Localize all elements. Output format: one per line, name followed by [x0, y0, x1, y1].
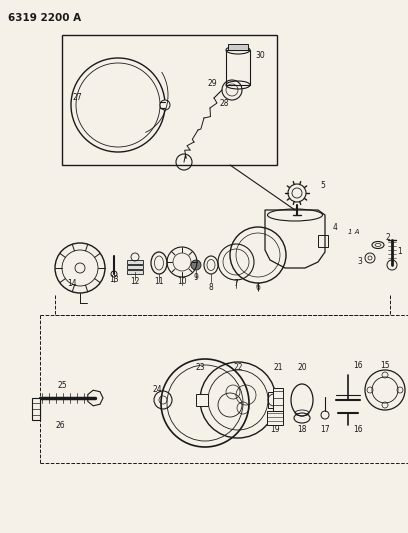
Text: 16: 16: [353, 425, 363, 434]
Bar: [196, 394, 208, 406]
Text: 6319 2200 A: 6319 2200 A: [8, 13, 81, 23]
Text: 20: 20: [297, 364, 307, 373]
Circle shape: [191, 260, 201, 270]
Text: 9: 9: [193, 272, 198, 281]
Text: 28: 28: [219, 100, 229, 109]
Circle shape: [160, 100, 170, 110]
Text: 30: 30: [255, 51, 265, 60]
Text: 22: 22: [233, 362, 243, 372]
Text: 24: 24: [152, 385, 162, 394]
Bar: [127, 270, 143, 274]
Bar: [62, 35, 277, 165]
Text: 12: 12: [130, 278, 140, 287]
Text: 3: 3: [357, 257, 362, 266]
Text: 23: 23: [195, 362, 205, 372]
Bar: [228, 44, 248, 50]
Text: 11: 11: [154, 278, 164, 287]
Text: 8: 8: [208, 282, 213, 292]
Text: 14: 14: [67, 279, 77, 288]
Text: 1 A: 1 A: [348, 229, 360, 235]
Text: 17: 17: [320, 425, 330, 434]
Text: 26: 26: [55, 421, 65, 430]
Bar: [268, 392, 280, 408]
Bar: [127, 260, 143, 264]
Text: 29: 29: [207, 79, 217, 88]
Bar: [318, 235, 328, 247]
Text: 25: 25: [57, 381, 67, 390]
Text: 16: 16: [353, 360, 363, 369]
Bar: [226, 50, 250, 85]
Bar: [273, 388, 283, 418]
Text: 19: 19: [270, 425, 280, 434]
Text: 18: 18: [297, 425, 307, 434]
Text: 5: 5: [321, 181, 326, 190]
Text: 2: 2: [386, 233, 390, 243]
Text: 10: 10: [177, 278, 187, 287]
Text: 13: 13: [109, 276, 119, 285]
Bar: [127, 265, 143, 269]
Text: 4: 4: [333, 223, 337, 232]
Text: 1: 1: [398, 247, 402, 256]
Text: 21: 21: [273, 364, 283, 373]
Text: 15: 15: [380, 360, 390, 369]
Bar: [267, 411, 283, 425]
Bar: [32, 398, 40, 420]
Text: 7: 7: [233, 279, 238, 288]
Text: 27: 27: [72, 93, 82, 101]
Text: 6: 6: [255, 284, 260, 293]
